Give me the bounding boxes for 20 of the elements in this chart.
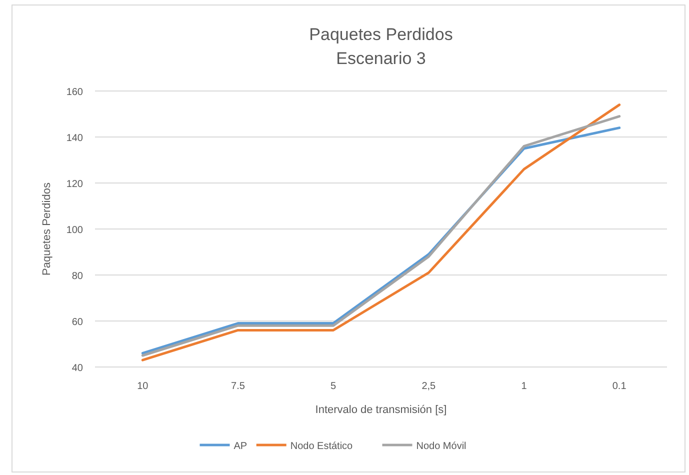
x-tick-label: 5 <box>330 381 337 392</box>
y-tick-label: 120 <box>66 179 84 190</box>
legend-label: Nodo Móvil <box>416 441 466 452</box>
y-tick-label: 60 <box>72 317 84 328</box>
chart-subtitle: Escenario 3 <box>336 49 426 68</box>
x-tick-label: 0.1 <box>612 381 627 392</box>
x-tick-label: 7.5 <box>231 381 246 392</box>
x-tick-label: 10 <box>137 381 149 392</box>
x-tick-label: 1 <box>521 381 528 392</box>
y-tick-label: 80 <box>72 271 84 282</box>
y-tick-label: 140 <box>66 133 84 144</box>
y-tick-label: 100 <box>66 225 84 236</box>
legend-label: Nodo Estático <box>290 441 354 452</box>
chart-title: Paquetes Perdidos <box>309 25 453 44</box>
x-axis-title: Intervalo de transmisión [s] <box>315 404 447 416</box>
y-tick-label: 40 <box>72 363 84 374</box>
x-tick-label: 2,5 <box>422 381 436 392</box>
y-axis-title: Paquetes Perdidos <box>41 182 53 276</box>
legend-label: AP <box>234 441 248 452</box>
y-tick-label: 160 <box>66 87 84 98</box>
